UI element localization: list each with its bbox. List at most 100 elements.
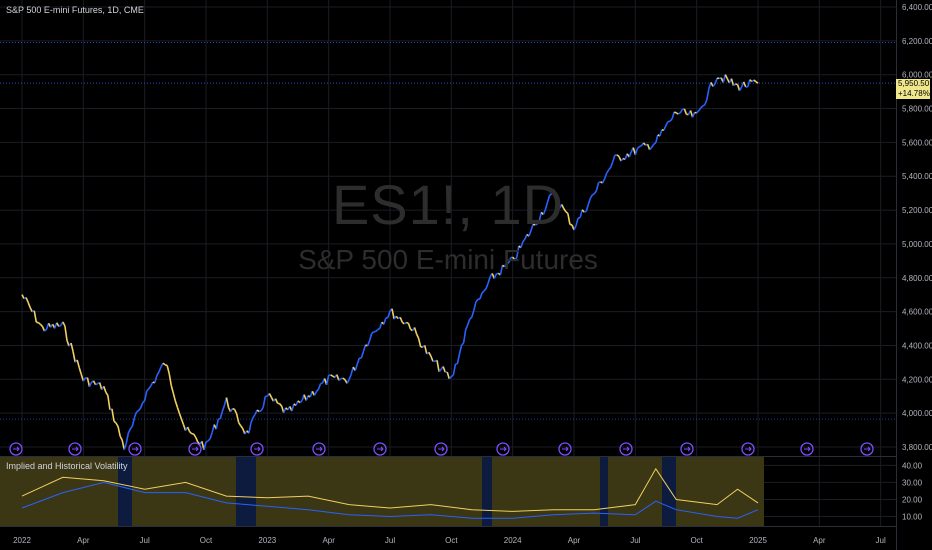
price-segment [356,357,361,365]
price-segment [115,422,119,427]
price-segment [561,204,565,209]
price-tick-label: 6,200.00 [902,37,932,46]
event-marker-icon[interactable] [680,442,694,456]
price-segment [233,409,238,415]
price-segment [119,435,123,441]
price-segment [168,373,173,386]
price-segment [127,428,132,434]
price-segment [178,413,183,420]
event-marker-icon[interactable] [68,442,82,456]
price-segment [180,418,185,425]
price-segment [39,323,44,327]
price-tick-label: 4,600.00 [902,308,932,317]
event-marker-icon[interactable] [860,442,874,456]
price-segment [587,198,592,205]
price-series [21,74,759,451]
price-segment [111,408,115,422]
time-tick-label: Jul [140,536,150,545]
last-price-change: +14.78% [898,89,930,98]
price-segment [528,230,532,237]
vol-tick-label: 40.00 [902,461,923,470]
event-marker-icon[interactable] [312,442,326,456]
price-segment [262,396,267,408]
price-segment [174,400,179,408]
price-segment [379,321,383,329]
price-segment [589,194,594,199]
event-marker-icon[interactable] [250,442,264,456]
price-segment [37,322,41,325]
price-segment [677,112,681,115]
event-marker-icon[interactable] [558,442,572,456]
historical-vol-line [21,481,759,519]
indicator-title[interactable]: Implied and Historical Volatility [6,461,128,471]
price-segment [117,426,121,437]
price-segment [195,437,199,443]
price-segment [555,198,559,202]
event-marker-icon[interactable] [128,442,142,456]
price-segment [406,321,409,324]
event-marker-icon[interactable] [619,442,633,456]
price-segment [423,345,428,355]
event-markers[interactable] [9,442,874,456]
price-segment [663,124,667,131]
price-segment [534,223,538,226]
watermark-name: S&P 500 E-mini Futures [298,244,598,275]
price-segment [532,223,536,226]
event-marker-icon[interactable] [496,442,510,456]
volatility-series [21,467,759,519]
time-tick-label: 2024 [504,536,522,545]
price-segment [291,403,295,412]
price-segment [452,364,457,376]
price-segment [446,371,451,380]
vol-tick-label: 30.00 [902,478,923,487]
price-tick-label: 5,000.00 [902,240,932,249]
price-segment [268,393,273,398]
price-segment [698,107,702,112]
price-segment [72,351,76,363]
price-segment [354,363,359,371]
price-segment [142,400,146,404]
price-segment [143,390,148,401]
price-segment [98,382,103,390]
price-segment [368,333,373,342]
price-segment [481,290,485,294]
event-marker-icon[interactable] [434,442,448,456]
price-segment [415,333,420,339]
price-segment [33,310,38,323]
price-segment [154,375,158,383]
price-segment [330,374,334,377]
price-segment [483,288,487,292]
time-tick-label: 2023 [258,536,276,545]
event-marker-icon[interactable] [741,442,755,456]
price-segment [659,129,663,137]
price-segment [278,403,283,407]
price-segment [25,297,29,303]
price-segment [413,327,418,335]
price-segment [80,374,85,382]
price-segment [515,245,520,258]
vol-gap [662,457,676,526]
price-segment [407,322,412,330]
price-segment [338,378,342,381]
price-segment [348,374,352,380]
event-marker-icon[interactable] [188,442,202,456]
event-marker-icon[interactable] [800,442,814,456]
last-price-badge: 5,950.50 +14.78% [896,79,930,99]
price-segment [350,366,354,375]
price-segment [315,388,320,393]
price-segment [671,111,675,119]
price-segment [546,195,551,203]
price-segment [536,220,540,225]
price-segment [229,408,234,413]
price-segment [172,392,177,402]
price-segment [417,338,422,348]
event-marker-icon[interactable] [373,442,387,456]
price-segment [538,212,543,222]
price-segment [186,426,191,433]
event-marker-icon[interactable] [9,442,23,456]
price-segment [718,76,722,80]
chart-title[interactable]: S&P 500 E-mini Futures, 1D, CME [6,5,144,15]
price-segment [679,108,684,114]
price-segment [41,326,46,332]
